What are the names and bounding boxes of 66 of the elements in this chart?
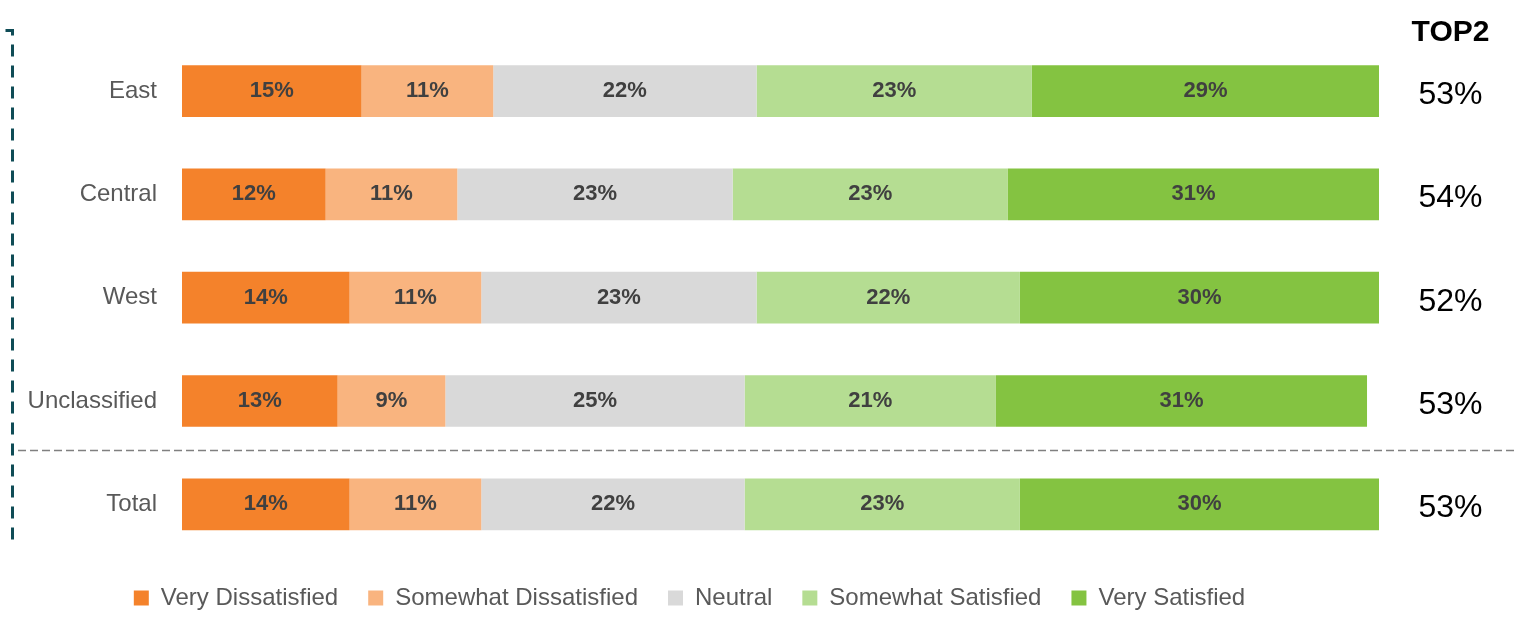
- legend-label: Very Satisfied: [1098, 582, 1246, 610]
- data-label: 23%: [572, 180, 617, 206]
- data-label: 22%: [866, 283, 911, 309]
- data-label: 15%: [249, 77, 294, 103]
- bar: [349, 271, 482, 324]
- bar: [337, 375, 446, 427]
- bar: [756, 65, 1032, 117]
- bar: [1007, 168, 1379, 221]
- data-label: 23%: [872, 77, 917, 103]
- bar: [445, 375, 745, 427]
- legend-label: Somewhat Satisfied: [829, 582, 1042, 610]
- legend-label: Somewhat Dissatisfied: [395, 582, 638, 610]
- data-label: 11%: [394, 490, 437, 516]
- data-label: 30%: [1177, 283, 1222, 309]
- bar: [493, 65, 757, 117]
- text: TOP2: [1411, 13, 1490, 47]
- bar: [182, 375, 338, 427]
- data-label: 21%: [848, 387, 893, 413]
- data-label: 9%: [375, 387, 408, 413]
- data-label: 11%: [405, 77, 449, 103]
- bar: [182, 168, 326, 221]
- data-label: 11%: [394, 283, 437, 309]
- y-tick-label: Unclassified: [27, 385, 157, 413]
- bar: [744, 478, 1020, 531]
- bar: [349, 478, 482, 531]
- bar: [1031, 65, 1379, 117]
- bar: [744, 375, 996, 427]
- data-label: 31%: [1159, 387, 1204, 413]
- data-label: 22%: [602, 77, 647, 103]
- text: 54%: [1418, 178, 1483, 215]
- data-label: 14%: [243, 490, 288, 516]
- data-label: 25%: [572, 387, 617, 413]
- bar: [182, 271, 350, 324]
- data-label: 31%: [1171, 180, 1216, 206]
- bar: [481, 271, 757, 324]
- data-label: 23%: [596, 283, 641, 309]
- data-label: 23%: [848, 180, 893, 206]
- data-label: 29%: [1183, 77, 1228, 103]
- data-label: 23%: [860, 490, 905, 516]
- legend-label: Very Dissatisfied: [160, 582, 339, 610]
- data-label: 30%: [1177, 490, 1222, 516]
- bar: [457, 168, 733, 221]
- text: 53%: [1418, 384, 1483, 421]
- data-label: 12%: [231, 180, 276, 206]
- text: 53%: [1418, 74, 1483, 111]
- y-tick-label: Central: [79, 179, 157, 207]
- bar: [732, 168, 1008, 221]
- data-label: 13%: [237, 387, 282, 413]
- bar: [182, 478, 350, 531]
- bar: [1019, 271, 1379, 324]
- bar: [182, 65, 362, 117]
- data-label: 11%: [370, 180, 413, 206]
- bar: [361, 65, 494, 117]
- text: 53%: [1418, 488, 1483, 525]
- bar: [756, 271, 1020, 324]
- y-tick-label: East: [108, 75, 158, 103]
- data-label: 14%: [243, 283, 288, 309]
- bar: [325, 168, 458, 221]
- data-label: 22%: [590, 490, 635, 516]
- legend-label: Neutral: [694, 582, 773, 610]
- bar: [481, 478, 745, 531]
- bar: [995, 375, 1368, 427]
- bar: [1019, 478, 1379, 531]
- y-tick-label: Total: [106, 488, 157, 516]
- y-tick-label: West: [102, 282, 158, 310]
- text: 52%: [1418, 281, 1483, 318]
